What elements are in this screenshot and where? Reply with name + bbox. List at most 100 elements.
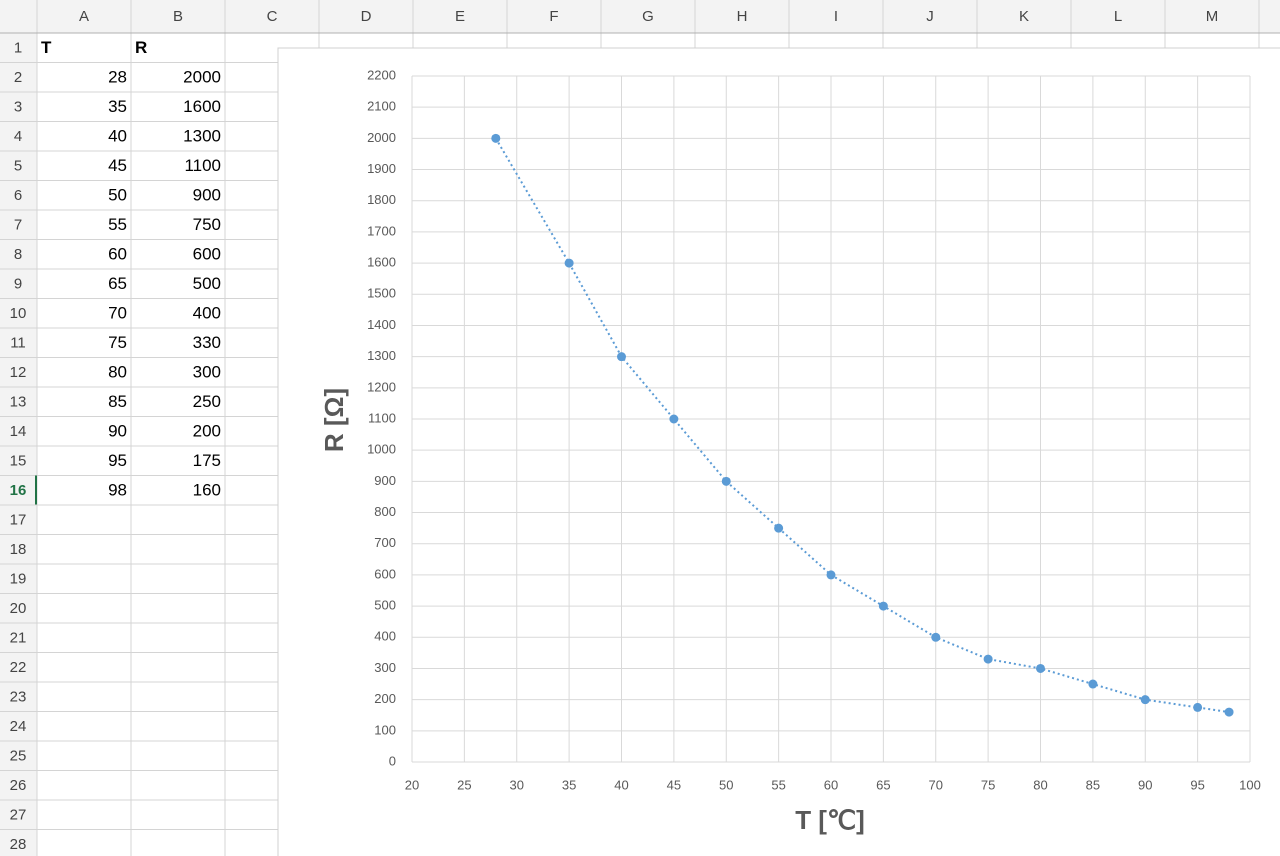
y-tick-label: 400 <box>374 629 396 644</box>
data-point <box>721 476 731 486</box>
cell: 80 <box>108 363 127 382</box>
row-header: 18 <box>10 541 27 558</box>
cell: R <box>135 38 147 57</box>
row-header: 2 <box>14 69 22 86</box>
row-header: 15 <box>10 453 27 470</box>
data-point <box>878 601 888 611</box>
row-header: 21 <box>10 630 27 647</box>
cell: 2000 <box>183 68 221 87</box>
x-tick-label: 95 <box>1190 777 1204 792</box>
row-header: 3 <box>14 99 22 116</box>
column-header-bar <box>0 0 1280 33</box>
cell: 500 <box>193 274 221 293</box>
y-axis-title: R [Ω] <box>319 388 349 452</box>
row-header: 7 <box>14 217 22 234</box>
y-tick-label: 900 <box>374 473 396 488</box>
row-header: 11 <box>10 335 26 352</box>
x-tick-label: 50 <box>719 777 733 792</box>
column-header: M <box>1206 8 1219 25</box>
row-header: 5 <box>14 158 22 175</box>
cell: 55 <box>108 215 127 234</box>
y-tick-label: 200 <box>374 691 396 706</box>
cell: 35 <box>108 97 127 116</box>
cell: 98 <box>108 481 127 500</box>
row-header: 1 <box>14 40 22 57</box>
row-header: 8 <box>14 246 22 263</box>
cell: 90 <box>108 422 127 441</box>
x-tick-label: 80 <box>1033 777 1047 792</box>
row-header: 26 <box>10 777 27 794</box>
cell: 750 <box>193 215 221 234</box>
data-point <box>1193 702 1203 712</box>
y-tick-label: 2000 <box>367 130 396 145</box>
y-tick-label: 100 <box>374 722 396 737</box>
y-tick-label: 1000 <box>367 442 396 457</box>
x-tick-label: 55 <box>771 777 785 792</box>
y-tick-label: 1800 <box>367 192 396 207</box>
data-point <box>774 523 784 533</box>
cell: 45 <box>108 156 127 175</box>
y-tick-label: 0 <box>389 753 396 768</box>
cell: 175 <box>193 451 221 470</box>
row-header: 14 <box>10 423 27 440</box>
row-header-bar <box>0 33 37 856</box>
row-header: 16 <box>10 482 27 499</box>
x-tick-label: 45 <box>667 777 681 792</box>
x-tick-label: 25 <box>457 777 471 792</box>
cell: 250 <box>193 392 221 411</box>
cell: 28 <box>108 68 127 87</box>
data-point <box>491 133 501 143</box>
x-tick-label: 40 <box>614 777 628 792</box>
y-tick-label: 1600 <box>367 255 396 270</box>
cell: 60 <box>108 245 127 264</box>
row-header: 20 <box>10 600 27 617</box>
cell: T <box>41 38 52 57</box>
cell: 160 <box>193 481 221 500</box>
cell: 600 <box>193 245 221 264</box>
row-header: 17 <box>10 512 27 529</box>
cell: 70 <box>108 304 127 323</box>
row-header: 28 <box>10 836 27 853</box>
cell: 330 <box>193 333 221 352</box>
column-header: A <box>79 8 89 25</box>
y-tick-label: 1700 <box>367 223 396 238</box>
data-point <box>1088 679 1098 689</box>
x-tick-label: 20 <box>405 777 419 792</box>
column-header: D <box>361 8 372 25</box>
cell: 1100 <box>184 156 221 175</box>
x-tick-label: 75 <box>981 777 995 792</box>
y-tick-label: 1300 <box>367 348 396 363</box>
column-header: I <box>834 8 838 25</box>
row-header: 10 <box>10 305 27 322</box>
y-tick-label: 1400 <box>367 317 396 332</box>
y-tick-label: 1500 <box>367 286 396 301</box>
y-tick-label: 2100 <box>367 99 396 114</box>
sheet-content: A B C D E F G H I J K L M123456789101112131415161718… <box>10 8 1219 853</box>
cell: 200 <box>193 422 221 441</box>
x-tick-label: 30 <box>510 777 524 792</box>
column-header: K <box>1019 8 1029 25</box>
y-tick-label: 800 <box>374 504 396 519</box>
data-point <box>931 632 941 642</box>
x-axis-title: T [℃] <box>795 805 865 835</box>
active-row-marker <box>35 475 37 505</box>
x-tick-label: 65 <box>876 777 890 792</box>
y-tick-label: 1900 <box>367 161 396 176</box>
data-point <box>1036 663 1045 673</box>
column-header: H <box>737 8 748 25</box>
row-header: 27 <box>10 807 27 824</box>
x-tick-label: 35 <box>562 777 576 792</box>
y-tick-label: 300 <box>374 660 396 675</box>
row-header: 12 <box>10 364 27 381</box>
y-tick-label: 500 <box>374 598 396 613</box>
row-header: 6 <box>14 187 22 204</box>
cell: 300 <box>193 363 221 382</box>
y-tick-label: 1200 <box>367 379 396 394</box>
row-header: 25 <box>10 748 27 765</box>
chart: 0 100 200 300 400 500 600 700 800 900 1000 1100 1200… <box>277 47 1280 856</box>
x-tick-label: 100 <box>1239 777 1261 792</box>
row-header: 9 <box>14 276 22 293</box>
y-tick-label: 600 <box>374 566 396 581</box>
x-tick-label: 90 <box>1138 777 1152 792</box>
data-point <box>983 654 993 664</box>
